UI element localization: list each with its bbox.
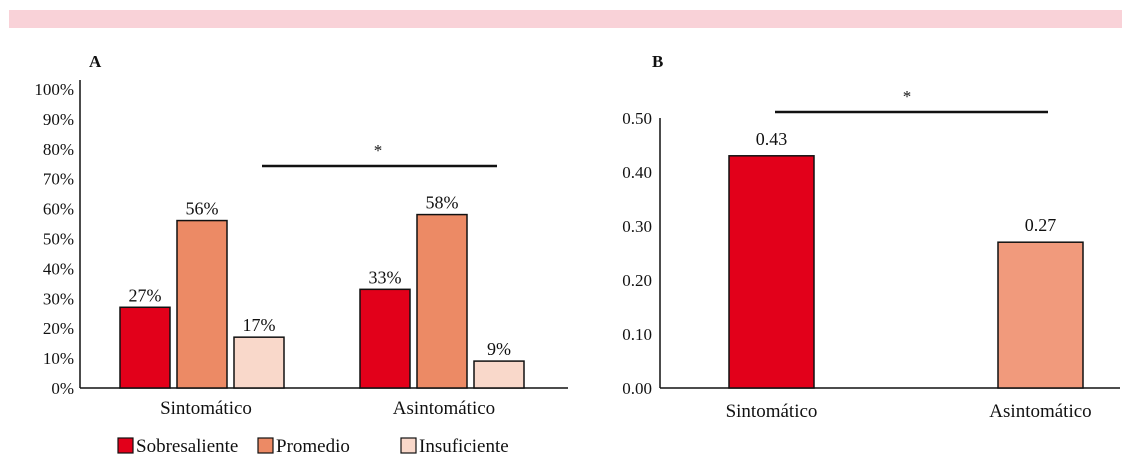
bar-insuficiente-asintomatico xyxy=(473,360,525,389)
data-label-promedio-sintomatico: 56% xyxy=(186,199,219,219)
data-label-sobresaliente-sintomatico: 27% xyxy=(129,285,162,305)
panel-b-y-tick-label: 0.20 xyxy=(622,271,652,290)
panel-b-label: B xyxy=(652,52,663,71)
legend-swatch-promedio xyxy=(257,437,274,454)
panel-b-y-tick-label: 0.50 xyxy=(622,109,652,128)
panel-b-y-axis-ticks: 0.00 0.10 0.20 0.30 0.40 0.50 xyxy=(622,109,652,398)
bar-sobresaliente-sintomatico xyxy=(119,306,171,389)
data-label-insuficiente-asintomatico: 9% xyxy=(487,339,511,359)
panel-a: A 0% 10% 20% 30% 40% 50% 60% 70% 80% 90% 100% * 27… xyxy=(34,52,568,457)
panel-b-categories: Sintomático Asintomático xyxy=(726,401,1092,422)
panel-a-bars: 27% 56% 17% 33% 58% 9% xyxy=(119,193,525,389)
data-label-insuficiente-sintomatico: 17% xyxy=(243,315,276,335)
bar-insuficiente-sintomatico xyxy=(233,336,285,389)
panel-a-y-tick-label: 60% xyxy=(43,200,74,219)
panel-a-significance-star: * xyxy=(374,141,383,160)
panel-b: B 0.00 0.10 0.20 0.30 0.40 0.50 * 0.43 0.27 Si… xyxy=(622,52,1120,422)
header-band xyxy=(9,10,1122,28)
legend-label-sobresaliente: Sobresaliente xyxy=(136,436,238,457)
panel-b-y-tick-label: 0.10 xyxy=(622,325,652,344)
panel-a-legend: Sobresaliente Promedio Insuficiente xyxy=(117,436,509,457)
panel-a-label: A xyxy=(89,52,102,71)
panel-b-y-tick-label: 0.40 xyxy=(622,163,652,182)
legend-label-promedio: Promedio xyxy=(276,436,350,457)
panel-a-y-tick-label: 70% xyxy=(43,170,74,189)
panel-a-y-tick-label: 40% xyxy=(43,259,74,278)
panel-a-y-axis-ticks: 0% 10% 20% 30% 40% 50% 60% 70% 80% 90% 100% xyxy=(34,80,74,398)
panel-a-category-label: Asintomático xyxy=(393,398,495,419)
panel-b-bars: 0.43 0.27 xyxy=(728,129,1084,389)
bar-asintomatico xyxy=(997,241,1084,389)
legend-swatch-sobresaliente xyxy=(117,437,134,454)
panel-a-y-tick-label: 10% xyxy=(43,349,74,368)
data-label-sintomatico: 0.43 xyxy=(756,129,788,149)
data-label-promedio-asintomatico: 58% xyxy=(426,193,459,213)
bar-sobresaliente-asintomatico xyxy=(359,288,411,389)
data-label-sobresaliente-asintomatico: 33% xyxy=(369,267,402,287)
panel-a-y-tick-label: 100% xyxy=(34,80,74,99)
bar-sintomatico xyxy=(728,155,815,389)
panel-b-y-tick-label: 0.00 xyxy=(622,379,652,398)
panel-b-y-tick-label: 0.30 xyxy=(622,217,652,236)
panel-a-categories: Sintomático Asintomático xyxy=(160,398,495,419)
bar-promedio-sintomatico xyxy=(176,219,228,389)
bar-promedio-asintomatico xyxy=(416,213,468,389)
panel-a-y-tick-label: 30% xyxy=(43,289,74,308)
data-label-asintomatico: 0.27 xyxy=(1025,215,1057,235)
panel-a-y-tick-label: 0% xyxy=(51,379,74,398)
panel-b-category-label: Sintomático xyxy=(726,401,818,422)
panel-a-y-tick-label: 90% xyxy=(43,110,74,129)
panel-a-y-tick-label: 20% xyxy=(43,319,74,338)
panel-b-category-label: Asintomático xyxy=(989,401,1091,422)
panel-b-significance-star: * xyxy=(903,87,912,106)
legend-swatch-insuficiente xyxy=(400,437,417,454)
legend-label-insuficiente: Insuficiente xyxy=(419,436,509,457)
panel-a-y-tick-label: 80% xyxy=(43,140,74,159)
panel-a-category-label: Sintomático xyxy=(160,398,252,419)
panel-a-y-tick-label: 50% xyxy=(43,230,74,249)
